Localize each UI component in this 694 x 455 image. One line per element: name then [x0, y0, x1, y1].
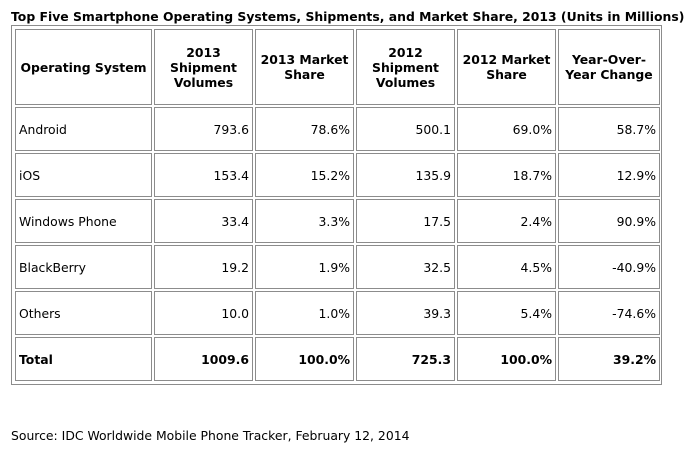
market-share-table: Operating System 2013 Shipment Volumes 2…	[13, 27, 662, 383]
table-row: Windows Phone 33.4 3.3% 17.5 2.4% 90.9%	[15, 199, 660, 243]
share-2012-cell: 2.4%	[457, 199, 556, 243]
total-label-cell: Total	[15, 337, 152, 381]
yoy-change-cell: -74.6%	[558, 291, 660, 335]
shipment-2013-cell: 33.4	[154, 199, 253, 243]
table-row: Others 10.0 1.0% 39.3 5.4% -74.6%	[15, 291, 660, 335]
table-row: Android 793.6 78.6% 500.1 69.0% 58.7%	[15, 107, 660, 151]
column-header: 2012 Market Share	[457, 29, 556, 105]
table-row: iOS 153.4 15.2% 135.9 18.7% 12.9%	[15, 153, 660, 197]
os-name-cell: BlackBerry	[15, 245, 152, 289]
column-header: Year-Over-Year Change	[558, 29, 660, 105]
share-2012-cell: 5.4%	[457, 291, 556, 335]
header-row: Operating System 2013 Shipment Volumes 2…	[15, 29, 660, 105]
shipment-2012-cell: 39.3	[356, 291, 455, 335]
os-name-cell: Others	[15, 291, 152, 335]
share-2013-cell: 78.6%	[255, 107, 354, 151]
share-2013-cell: 15.2%	[255, 153, 354, 197]
table-row: BlackBerry 19.2 1.9% 32.5 4.5% -40.9%	[15, 245, 660, 289]
os-name-cell: Windows Phone	[15, 199, 152, 243]
shipment-2013-cell: 19.2	[154, 245, 253, 289]
share-2012-cell: 4.5%	[457, 245, 556, 289]
yoy-change-cell: 58.7%	[558, 107, 660, 151]
shipment-2012-cell: 135.9	[356, 153, 455, 197]
shipment-2013-cell: 793.6	[154, 107, 253, 151]
column-header: 2013 Shipment Volumes	[154, 29, 253, 105]
column-header: 2012 Shipment Volumes	[356, 29, 455, 105]
shipment-2012-cell: 17.5	[356, 199, 455, 243]
share-2013-cell: 1.9%	[255, 245, 354, 289]
source-note: Source: IDC Worldwide Mobile Phone Track…	[11, 428, 410, 443]
os-name-cell: Android	[15, 107, 152, 151]
column-header: Operating System	[15, 29, 152, 105]
total-shipment-2012-cell: 725.3	[356, 337, 455, 381]
total-share-2013-cell: 100.0%	[255, 337, 354, 381]
share-2013-cell: 3.3%	[255, 199, 354, 243]
share-2012-cell: 18.7%	[457, 153, 556, 197]
shipment-2013-cell: 153.4	[154, 153, 253, 197]
yoy-change-cell: -40.9%	[558, 245, 660, 289]
share-2012-cell: 69.0%	[457, 107, 556, 151]
shipment-2012-cell: 500.1	[356, 107, 455, 151]
total-share-2012-cell: 100.0%	[457, 337, 556, 381]
yoy-change-cell: 90.9%	[558, 199, 660, 243]
total-row: Total 1009.6 100.0% 725.3 100.0% 39.2%	[15, 337, 660, 381]
table-title: Top Five Smartphone Operating Systems, S…	[11, 9, 685, 24]
total-shipment-2013-cell: 1009.6	[154, 337, 253, 381]
table-frame	[11, 25, 662, 385]
os-name-cell: iOS	[15, 153, 152, 197]
total-yoy-change-cell: 39.2%	[558, 337, 660, 381]
shipment-2012-cell: 32.5	[356, 245, 455, 289]
yoy-change-cell: 12.9%	[558, 153, 660, 197]
column-header: 2013 Market Share	[255, 29, 354, 105]
shipment-2013-cell: 10.0	[154, 291, 253, 335]
share-2013-cell: 1.0%	[255, 291, 354, 335]
